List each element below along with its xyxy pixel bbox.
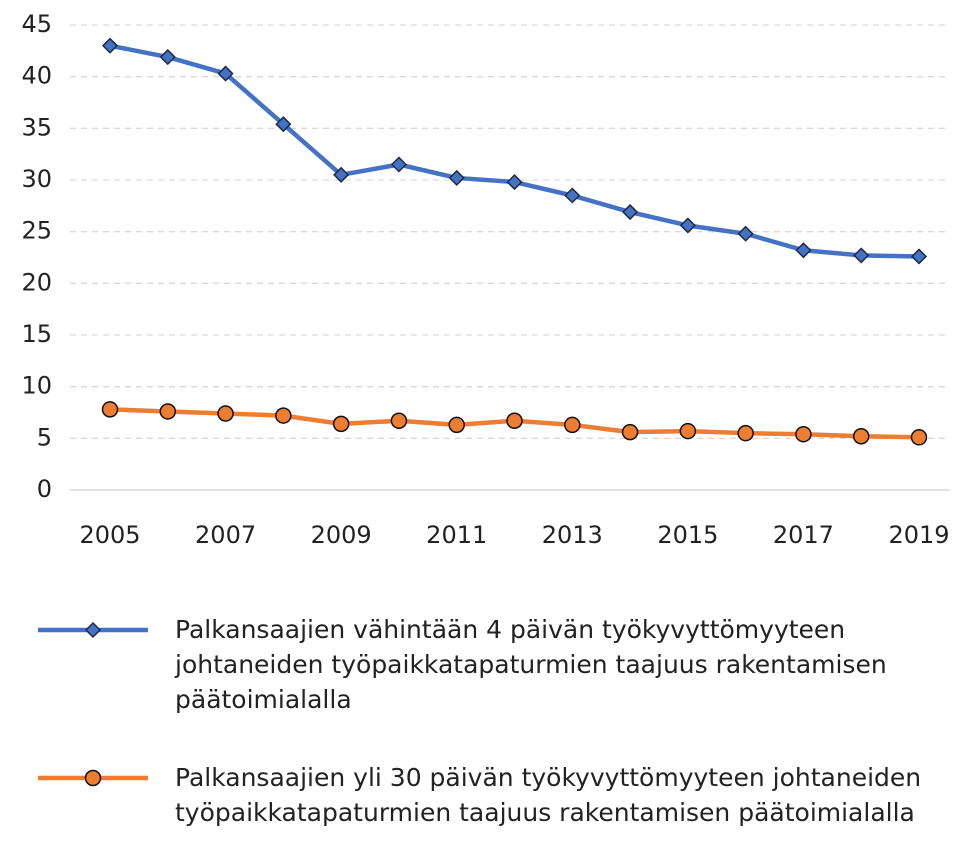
x-tick-label: 2015 bbox=[657, 521, 718, 549]
data-point bbox=[217, 65, 234, 82]
data-point bbox=[795, 242, 812, 259]
data-point bbox=[737, 225, 754, 242]
y-tick-label: 20 bbox=[21, 268, 52, 296]
data-point bbox=[332, 415, 350, 433]
data-point bbox=[448, 416, 465, 434]
data-point bbox=[564, 416, 581, 434]
x-tick-label: 2009 bbox=[311, 521, 372, 549]
data-point bbox=[275, 407, 292, 424]
y-tick-label: 40 bbox=[21, 62, 52, 90]
data-point bbox=[390, 412, 408, 430]
legend-label: Palkansaajien yli 30 päivän työkyvyttömy… bbox=[175, 763, 922, 827]
data-point bbox=[333, 166, 350, 183]
data-point bbox=[910, 429, 928, 446]
data-point bbox=[101, 401, 119, 418]
x-tick-label: 2017 bbox=[773, 521, 834, 549]
x-tick-label: 2011 bbox=[426, 521, 487, 549]
data-point bbox=[390, 156, 407, 173]
data-point bbox=[622, 203, 639, 221]
y-tick-label: 15 bbox=[21, 320, 52, 348]
data-point bbox=[506, 412, 523, 430]
data-point bbox=[275, 116, 292, 133]
y-tick-label: 35 bbox=[21, 113, 52, 141]
data-point bbox=[217, 405, 234, 422]
data-point bbox=[853, 247, 870, 264]
data-point bbox=[101, 37, 119, 54]
y-tick-label: 0 bbox=[37, 475, 52, 503]
y-tick-label: 45 bbox=[21, 10, 52, 38]
data-point bbox=[737, 424, 754, 442]
data-point bbox=[448, 169, 465, 186]
data-point bbox=[795, 425, 812, 443]
data-point bbox=[679, 422, 697, 440]
x-tick-label: 2019 bbox=[888, 521, 949, 549]
data-point bbox=[564, 187, 581, 204]
y-tick-label: 10 bbox=[21, 372, 52, 400]
data-point bbox=[506, 174, 523, 191]
data-point bbox=[852, 428, 870, 445]
data-point bbox=[679, 217, 696, 234]
y-tick-label: 5 bbox=[37, 423, 52, 451]
legend-marker bbox=[84, 769, 102, 787]
data-point bbox=[159, 48, 176, 66]
x-tick-label: 2005 bbox=[79, 521, 140, 549]
y-tick-label: 30 bbox=[21, 165, 52, 193]
data-point bbox=[159, 403, 177, 420]
legend-label: Palkansaajien vähintään 4 päivän työkyvy… bbox=[175, 615, 887, 714]
data-point bbox=[621, 423, 639, 441]
x-tick-label: 2007 bbox=[195, 521, 256, 549]
x-tick-label: 2013 bbox=[542, 521, 603, 549]
y-tick-label: 25 bbox=[21, 217, 52, 245]
data-point bbox=[910, 248, 928, 265]
legend-marker bbox=[84, 621, 102, 639]
